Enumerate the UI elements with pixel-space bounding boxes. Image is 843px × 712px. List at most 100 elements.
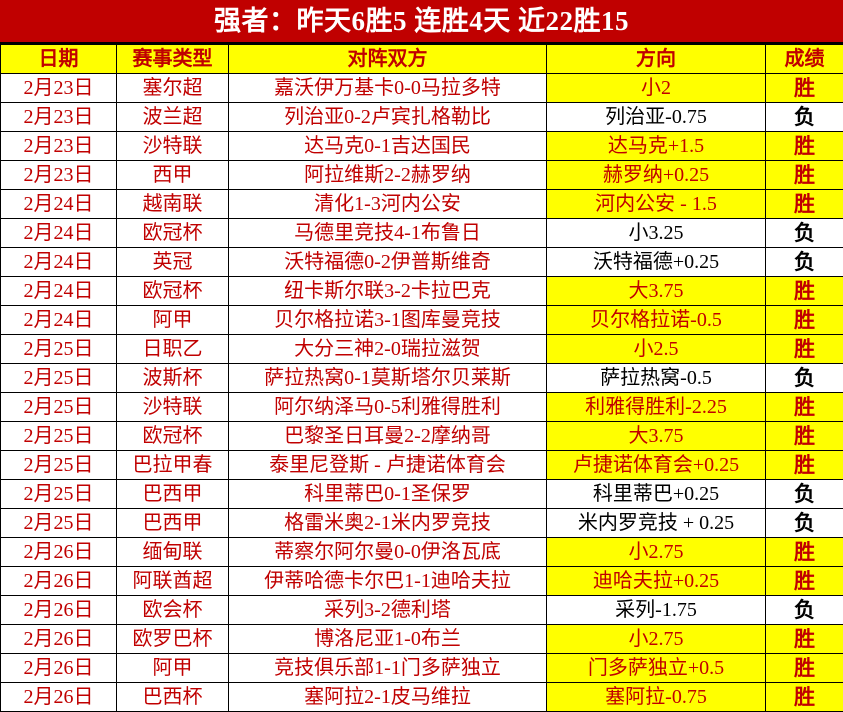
cell-league: 塞尔超 <box>117 74 229 103</box>
cell-result: 负 <box>766 219 843 248</box>
cell-date: 2月25日 <box>1 335 117 364</box>
cell-match: 科里蒂巴0-1圣保罗 <box>229 480 547 509</box>
cell-result: 胜 <box>766 683 843 712</box>
cell-match: 阿拉维斯2-2赫罗纳 <box>229 161 547 190</box>
cell-match: 清化1-3河内公安 <box>229 190 547 219</box>
cell-league: 欧会杯 <box>117 596 229 625</box>
cell-match: 竞技俱乐部1-1门多萨独立 <box>229 654 547 683</box>
cell-date: 2月25日 <box>1 480 117 509</box>
cell-date: 2月23日 <box>1 103 117 132</box>
cell-league: 欧冠杯 <box>117 422 229 451</box>
cell-direction: 沃特福德+0.25 <box>547 248 766 277</box>
cell-league: 巴西杯 <box>117 683 229 712</box>
cell-direction: 小2.75 <box>547 625 766 654</box>
cell-direction: 小2.5 <box>547 335 766 364</box>
cell-direction: 卢捷诺体育会+0.25 <box>547 451 766 480</box>
cell-result: 胜 <box>766 335 843 364</box>
column-header-match: 对阵双方 <box>229 45 547 74</box>
cell-league: 西甲 <box>117 161 229 190</box>
cell-match: 贝尔格拉诺3-1图库曼竞技 <box>229 306 547 335</box>
cell-match: 沃特福德0-2伊普斯维奇 <box>229 248 547 277</box>
cell-league: 沙特联 <box>117 393 229 422</box>
cell-result: 胜 <box>766 567 843 596</box>
cell-match: 大分三神2-0瑞拉滋贺 <box>229 335 547 364</box>
cell-direction: 小2.75 <box>547 538 766 567</box>
cell-result: 胜 <box>766 277 843 306</box>
cell-league: 欧冠杯 <box>117 277 229 306</box>
cell-result: 胜 <box>766 538 843 567</box>
cell-date: 2月23日 <box>1 161 117 190</box>
cell-direction: 采列-1.75 <box>547 596 766 625</box>
cell-date: 2月26日 <box>1 596 117 625</box>
cell-date: 2月24日 <box>1 190 117 219</box>
cell-match: 阿尔纳泽马0-5利雅得胜利 <box>229 393 547 422</box>
cell-date: 2月26日 <box>1 567 117 596</box>
cell-league: 阿联酋超 <box>117 567 229 596</box>
cell-league: 波兰超 <box>117 103 229 132</box>
cell-league: 阿甲 <box>117 654 229 683</box>
cell-direction: 米内罗竞技 + 0.25 <box>547 509 766 538</box>
cell-direction: 塞阿拉-0.75 <box>547 683 766 712</box>
cell-league: 阿甲 <box>117 306 229 335</box>
cell-match: 巴黎圣日耳曼2-2摩纳哥 <box>229 422 547 451</box>
cell-match: 纽卡斯尔联3-2卡拉巴克 <box>229 277 547 306</box>
cell-result: 胜 <box>766 625 843 654</box>
cell-league: 巴西甲 <box>117 509 229 538</box>
cell-direction: 萨拉热窝-0.5 <box>547 364 766 393</box>
cell-direction: 河内公安 - 1.5 <box>547 190 766 219</box>
cell-result: 负 <box>766 364 843 393</box>
cell-date: 2月23日 <box>1 74 117 103</box>
column-header-direction: 方向 <box>547 45 766 74</box>
cell-league: 欧冠杯 <box>117 219 229 248</box>
cell-match: 塞阿拉2-1皮马维拉 <box>229 683 547 712</box>
cell-match: 格雷米奥2-1米内罗竞技 <box>229 509 547 538</box>
table-header: 日期 赛事类型 对阵双方 方向 成绩 <box>1 45 843 74</box>
cell-direction: 小2 <box>547 74 766 103</box>
cell-date: 2月24日 <box>1 248 117 277</box>
cell-direction: 赫罗纳+0.25 <box>547 161 766 190</box>
cell-date: 2月26日 <box>1 654 117 683</box>
cell-league: 英冠 <box>117 248 229 277</box>
cell-date: 2月24日 <box>1 306 117 335</box>
cell-date: 2月25日 <box>1 422 117 451</box>
cell-match: 马德里竞技4-1布鲁日 <box>229 219 547 248</box>
cell-direction: 科里蒂巴+0.25 <box>547 480 766 509</box>
cell-date: 2月25日 <box>1 393 117 422</box>
cell-result: 胜 <box>766 393 843 422</box>
cell-match: 泰里尼登斯 - 卢捷诺体育会 <box>229 451 547 480</box>
cell-direction: 门多萨独立+0.5 <box>547 654 766 683</box>
cell-league: 巴西甲 <box>117 480 229 509</box>
cell-result: 胜 <box>766 654 843 683</box>
cell-date: 2月24日 <box>1 219 117 248</box>
cell-result: 胜 <box>766 306 843 335</box>
cell-result: 胜 <box>766 161 843 190</box>
cell-match: 萨拉热窝0-1莫斯塔尔贝莱斯 <box>229 364 547 393</box>
column-header-league: 赛事类型 <box>117 45 229 74</box>
column-header-result: 成绩 <box>766 45 843 74</box>
page-banner: 强者：昨天6胜5 连胜4天 近22胜15 <box>0 0 843 44</box>
cell-date: 2月26日 <box>1 683 117 712</box>
cell-date: 2月25日 <box>1 509 117 538</box>
cell-match: 博洛尼亚1-0布兰 <box>229 625 547 654</box>
cell-direction: 小3.25 <box>547 219 766 248</box>
cell-date: 2月26日 <box>1 538 117 567</box>
column-header-date: 日期 <box>1 45 117 74</box>
